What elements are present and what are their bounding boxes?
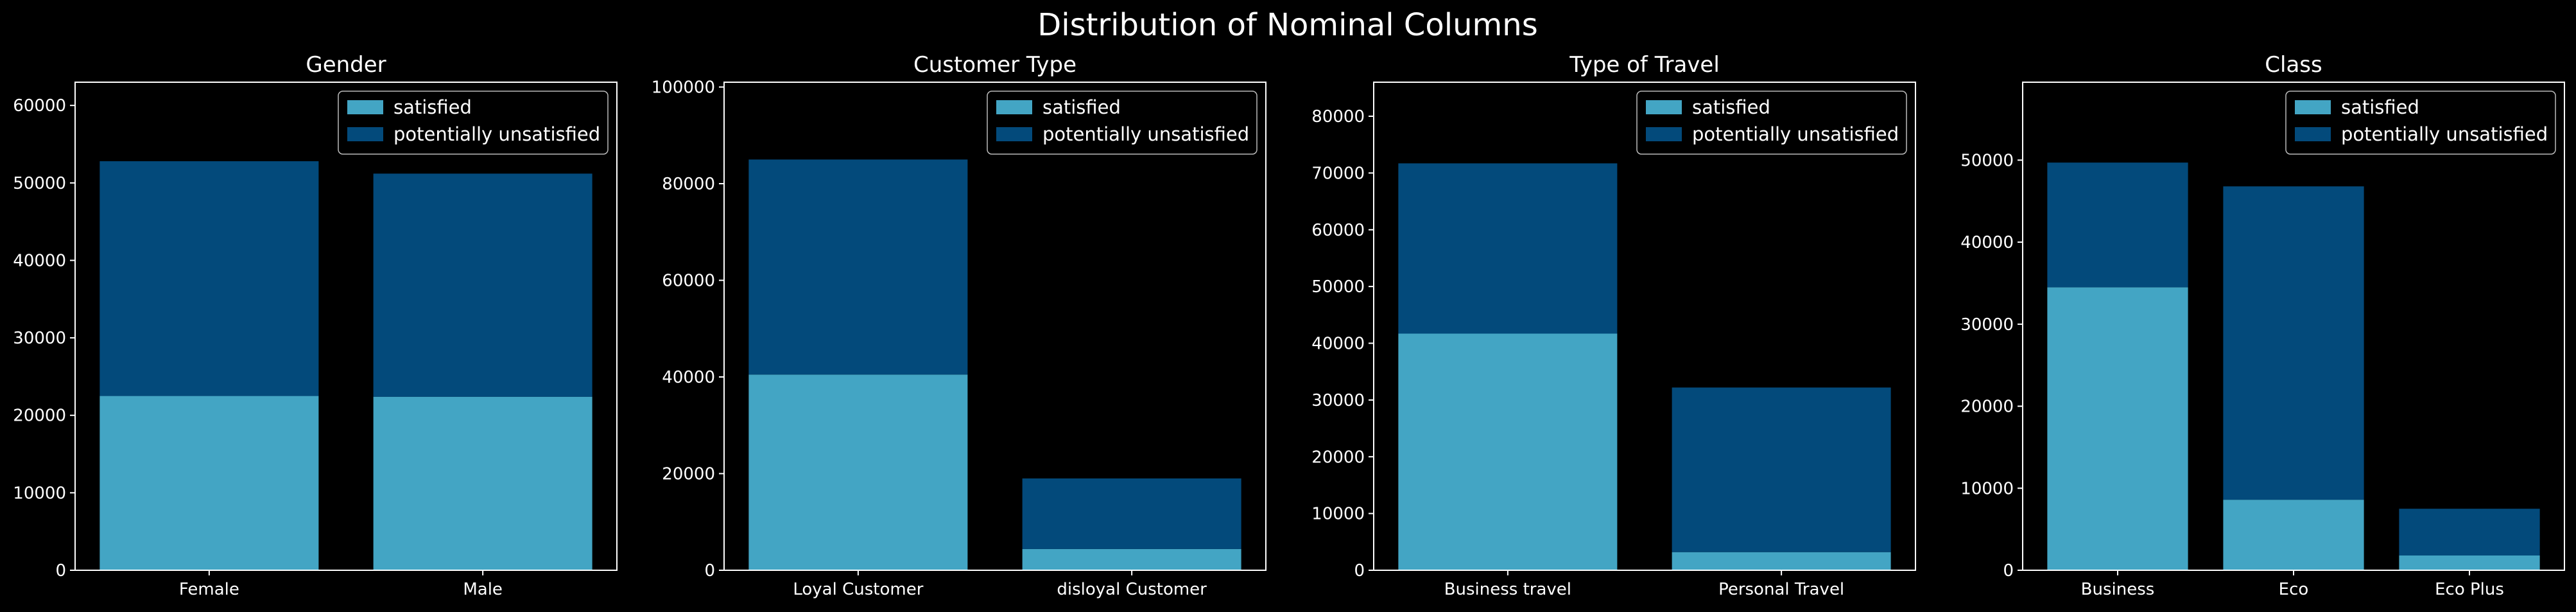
legend-swatch-0 [1646, 100, 1682, 114]
legend-label-0: satisfied [1692, 96, 1770, 118]
y-tick-label: 100000 [652, 78, 715, 98]
panel-title: Gender [306, 52, 386, 78]
bar-unsatisfied-0 [99, 161, 319, 396]
legend-box [2285, 91, 2556, 155]
x-tick-label: Female [179, 580, 239, 599]
y-tick-label: 20000 [1311, 448, 1365, 467]
y-tick-label: 0 [55, 561, 66, 581]
y-tick-label: 10000 [13, 484, 66, 503]
y-tick-label: 30000 [1311, 391, 1365, 410]
y-tick-label: 60000 [13, 96, 66, 116]
legend-swatch-1 [2295, 127, 2331, 141]
legend-swatch-1 [996, 127, 1032, 141]
legend-label-1: potentially unsatisfied [1042, 123, 1249, 145]
y-tick-label: 40000 [1960, 233, 2014, 252]
legend-swatch-0 [2295, 100, 2331, 114]
bar-satisfied-1 [1672, 552, 1891, 570]
x-tick-label: disloyal Customer [1057, 580, 1207, 599]
chart-panel-0: Gender Female Male 0 10000 20000 30000 40000 500… [13, 52, 618, 599]
chart-panel-1: Customer Type Loyal Customer disloyal Cust… [652, 52, 1266, 599]
axes-frame [74, 82, 618, 571]
legend-label-0: satisfied [2341, 96, 2419, 118]
bar-unsatisfied-1 [2223, 186, 2364, 500]
x-tick-label: Loyal Customer [793, 580, 923, 599]
bar-satisfied-1 [1022, 548, 1241, 570]
y-tick-label: 30000 [1960, 315, 2014, 335]
y-tick-label: 20000 [13, 407, 66, 426]
y-tick-label: 0 [2003, 561, 2014, 581]
axes-frame [1373, 82, 1916, 571]
bar-unsatisfied-0 [2047, 162, 2188, 288]
legend-box [987, 91, 1258, 155]
figure-title: Distribution of Nominal Columns [1037, 7, 1537, 43]
bar-unsatisfied-0 [1398, 163, 1618, 334]
y-tick-label: 80000 [1311, 107, 1365, 127]
y-tick-label: 40000 [13, 251, 66, 270]
x-tick-label: Male [463, 580, 503, 599]
legend-box [1636, 91, 1907, 155]
y-tick-label: 30000 [13, 329, 66, 348]
bar-satisfied-1 [373, 396, 592, 570]
bar-satisfied-1 [2223, 500, 2364, 570]
y-tick-label: 20000 [662, 465, 715, 484]
y-tick-label: 50000 [1960, 151, 2014, 170]
x-tick-label: Business [2081, 580, 2155, 599]
legend-label-0: satisfied [1042, 96, 1121, 118]
y-tick-label: 10000 [1960, 479, 2014, 498]
bar-unsatisfied-0 [748, 159, 968, 375]
bar-unsatisfied-2 [2399, 509, 2540, 556]
legend-label-1: potentially unsatisfied [2341, 123, 2548, 145]
y-tick-label: 10000 [1311, 505, 1365, 524]
chart-panel-2: Type of Travel Business travel Personal Tr… [1311, 52, 1916, 599]
bar-satisfied-0 [748, 374, 968, 570]
y-tick-label: 60000 [662, 272, 715, 291]
x-tick-label: Business travel [1444, 580, 1571, 599]
y-tick-label: 60000 [1311, 221, 1365, 240]
legend-swatch-0 [347, 100, 383, 114]
x-tick-label: Eco [2279, 580, 2309, 599]
bar-satisfied-0 [2047, 287, 2188, 570]
bar-unsatisfied-1 [1672, 387, 1891, 552]
legend-label-1: potentially unsatisfied [1692, 123, 1899, 145]
y-tick-label: 0 [704, 561, 715, 581]
legend-label-1: potentially unsatisfied [393, 123, 600, 145]
y-tick-label: 70000 [1311, 164, 1365, 183]
y-tick-label: 40000 [662, 368, 715, 387]
y-tick-label: 50000 [1311, 277, 1365, 297]
chart-panel-3: Class Business Eco Eco Plus 0 10000 20000 30000… [1960, 52, 2565, 599]
legend-swatch-1 [1646, 127, 1682, 141]
bar-satisfied-0 [1398, 333, 1618, 570]
legend-swatch-1 [347, 127, 383, 141]
y-tick-label: 50000 [13, 174, 66, 193]
y-tick-label: 20000 [1960, 398, 2014, 417]
y-tick-label: 80000 [662, 175, 715, 194]
bar-satisfied-2 [2399, 555, 2540, 570]
axes-frame [723, 82, 1266, 571]
legend-swatch-0 [996, 100, 1032, 114]
bar-satisfied-0 [99, 396, 319, 570]
panel-title: Class [2265, 52, 2322, 78]
y-tick-label: 40000 [1311, 335, 1365, 354]
bar-unsatisfied-1 [373, 173, 592, 397]
legend-label-0: satisfied [393, 96, 472, 118]
chart-panels: Gender Female Male 0 10000 20000 30000 40000 500… [13, 52, 2565, 599]
x-tick-label: Personal Travel [1718, 580, 1844, 599]
panel-title: Customer Type [913, 52, 1076, 78]
legend-box [338, 91, 609, 155]
axes-frame [2022, 82, 2565, 571]
x-tick-label: Eco Plus [2435, 580, 2504, 599]
bar-unsatisfied-1 [1022, 478, 1241, 549]
panel-title: Type of Travel [1569, 52, 1720, 78]
y-tick-label: 0 [1354, 561, 1365, 581]
